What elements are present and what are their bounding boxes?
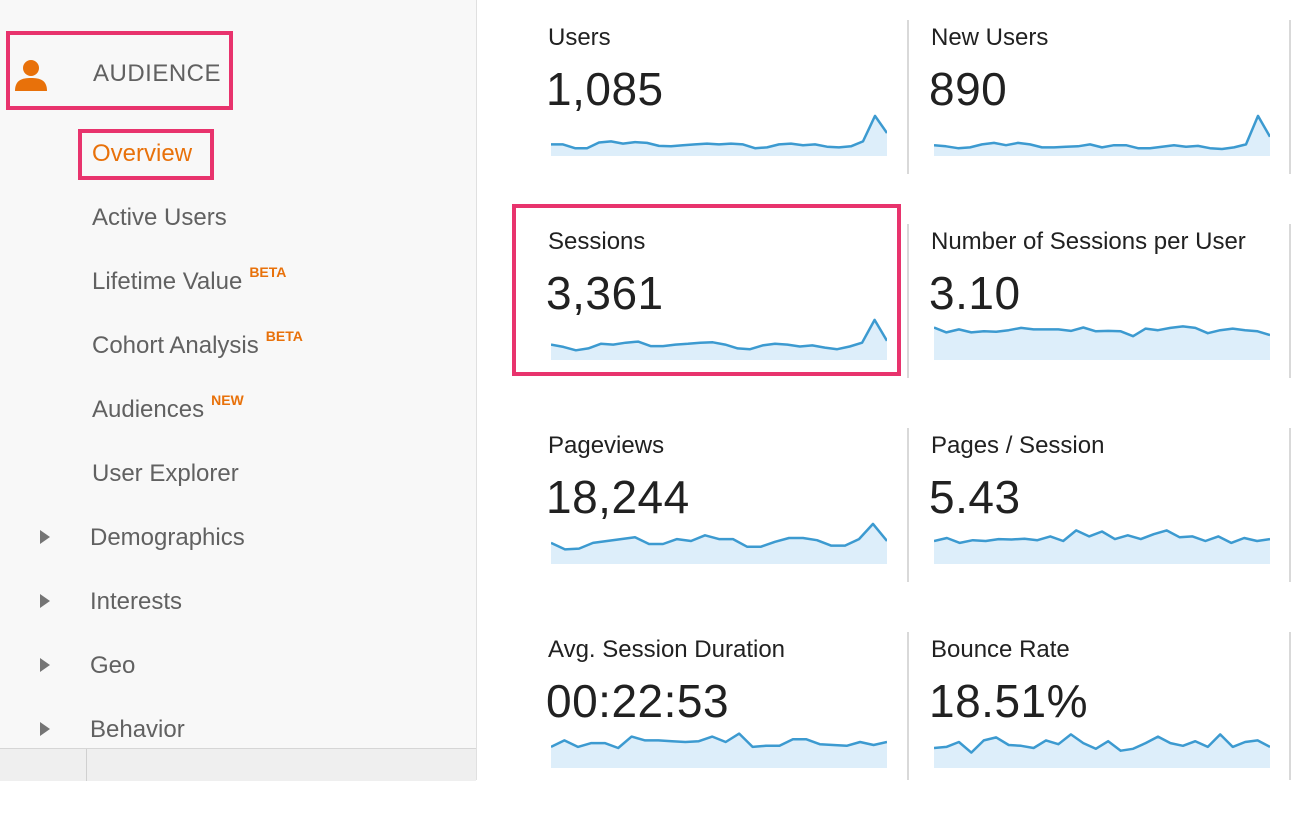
metric-title: Pageviews [548,432,665,459]
beta-badge: BETA [249,264,287,280]
sparkline [551,522,887,564]
metric-value: 3,361 [546,267,664,319]
highlight-box-overview [78,129,214,180]
column-divider [907,428,909,582]
metrics-panel: Users 1,085 New Users 890 Sessions 3,361… [509,0,1306,780]
column-divider [1289,632,1291,780]
sparkline [934,733,1270,768]
sparkline-area [551,733,887,768]
sparkline-area [934,326,1270,360]
sidebar-group-interests[interactable]: Interests [40,588,182,616]
sidebar-item-label: Active Users [92,204,227,231]
sparkline [934,529,1270,564]
sidebar-item-lifetime-value[interactable]: Lifetime Value BETA [92,264,286,296]
sparkline-area [934,530,1270,564]
sidebar-group-label: Behavior [90,716,185,743]
beta-badge: BETA [265,328,303,344]
metric-card-new-users[interactable]: New Users 890 [892,0,1272,180]
column-divider [907,224,909,378]
metric-card-avg-session-duration[interactable]: Avg. Session Duration 00:22:53 [509,612,889,792]
sidebar-item-overview[interactable]: Overview [92,140,192,168]
sidebar-item-cohort-analysis[interactable]: Cohort Analysis BETA [92,328,303,360]
sidebar-item-user-explorer[interactable]: User Explorer [92,460,239,488]
sparkline-area [551,523,887,564]
sparkline [934,114,1270,156]
sparkline-area [551,319,887,360]
metric-title: Users [548,24,611,51]
sparkline-line [934,114,1270,151]
audience-section-label: AUDIENCE [93,60,222,87]
sidebar-group-behavior[interactable]: Behavior [40,716,185,744]
sidebar-group-label: Geo [90,652,136,679]
person-icon [15,60,47,91]
expand-caret-icon [40,721,50,736]
sparkline-line [934,733,1270,754]
sparkline-line [551,732,887,750]
column-divider [907,20,909,174]
sparkline-line [934,325,1270,338]
sparkline [551,732,887,768]
sparkline-line [551,114,887,150]
sidebar-item-label: Audiences [92,396,205,423]
sidebar-item-label: Cohort Analysis [92,332,259,359]
sidebar-group-label: Demographics [90,524,245,551]
sparkline-line [934,529,1270,545]
highlight-box-sessions [512,204,901,376]
metric-value: 5.43 [929,471,1021,523]
sidebar-item-label: User Explorer [92,460,239,487]
sidebar-item-active-users[interactable]: Active Users [92,204,227,232]
metric-value: 18,244 [546,471,690,523]
sidebar-footer [0,748,476,781]
metric-card-pageviews[interactable]: Pageviews 18,244 [509,408,889,588]
sidebar-group-label: Interests [90,588,183,615]
metric-value: 1,085 [546,63,664,115]
column-divider [1289,224,1291,378]
expand-caret-icon [40,529,50,544]
column-divider [907,632,909,780]
expand-caret-icon [40,593,50,608]
sparkline [551,114,887,156]
sparkline-area [551,115,887,156]
metric-title: Pages / Session [931,432,1105,459]
sidebar: AUDIENCE Overview Active Users Lifetime … [0,0,477,781]
metric-value: 18.51% [929,675,1089,727]
metric-title: Sessions [548,228,646,255]
sparkline [551,318,887,360]
sparkline-line [551,522,887,551]
column-divider [1289,428,1291,582]
sparkline [934,325,1270,360]
metric-card-bounce-rate[interactable]: Bounce Rate 18.51% [892,612,1272,792]
metric-value: 3.10 [929,267,1021,319]
footer-divider [86,749,87,781]
sidebar-item-label: Overview [92,140,193,167]
new-badge: NEW [211,392,244,408]
sparkline-area [934,734,1270,768]
column-divider [1289,20,1291,174]
metric-title: Avg. Session Duration [548,636,786,663]
metric-value: 890 [929,63,1008,115]
metric-value: 00:22:53 [546,675,730,727]
metric-card-pages-per-session[interactable]: Pages / Session 5.43 [892,408,1272,588]
metric-title: Bounce Rate [931,636,1070,663]
expand-caret-icon [40,657,50,672]
metric-card-users[interactable]: Users 1,085 [509,0,889,180]
metric-card-sessions[interactable]: Sessions 3,361 [509,204,889,384]
metric-title: Number of Sessions per User [931,228,1246,255]
metric-title: New Users [931,24,1049,51]
sidebar-item-label: Lifetime Value [92,268,243,295]
sparkline-area [934,115,1270,156]
highlight-box-audience [6,31,233,110]
sparkline-line [551,318,887,352]
sidebar-item-audiences[interactable]: Audiences NEW [92,392,244,424]
metric-card-sessions-per-user[interactable]: Number of Sessions per User 3.10 [892,204,1272,384]
sidebar-group-geo[interactable]: Geo [40,652,135,680]
sidebar-group-demographics[interactable]: Demographics [40,524,245,552]
